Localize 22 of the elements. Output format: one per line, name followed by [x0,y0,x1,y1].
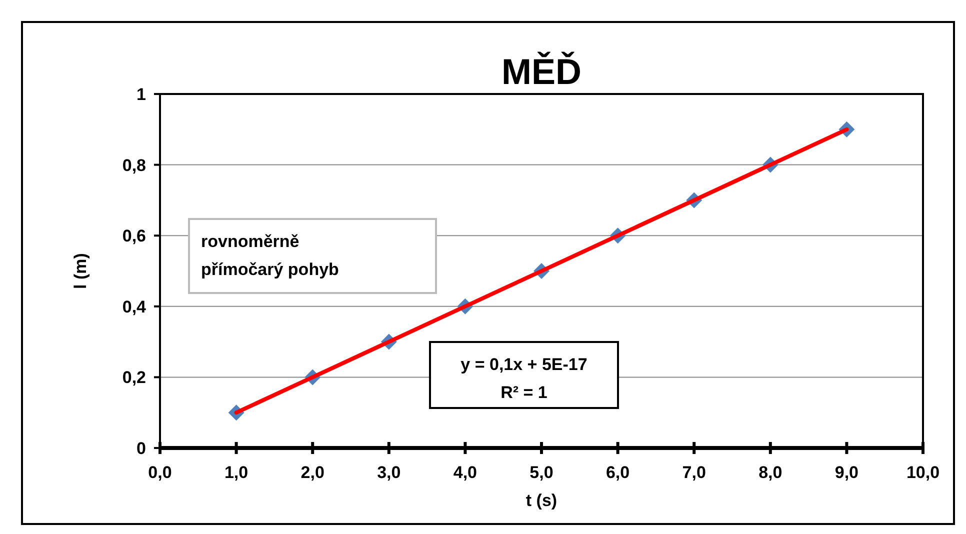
x-tick-label: 10,0 [906,463,940,482]
x-axis-title: t (s) [526,491,558,510]
y-tick-label: 0,2 [122,368,146,388]
x-tick-label: 5,0 [530,463,554,482]
y-axis-title: l (m) [71,253,90,289]
x-tick-label: 0,0 [148,463,172,482]
annotation: rovnoměrně přímočarý pohyb [201,232,339,279]
x-tick-label: 3,0 [377,463,401,482]
y-tick-label: 1 [136,85,146,104]
x-tick-label: 1,0 [224,463,248,482]
y-tick-label: 0 [136,439,146,458]
x-tick-label: 8,0 [758,463,782,482]
x-tick-label: 2,0 [300,463,324,482]
x-tick-label: 6,0 [606,463,630,482]
y-tick-label: 0,6 [122,226,146,246]
y-tick-label: 0,8 [122,156,146,175]
annotation: y = 0,1x + 5E-17 R² = 1 [460,355,588,402]
x-tick-label: 9,0 [834,463,859,482]
chart-title: MĚĎ [502,51,582,92]
y-tick-label: 0,4 [122,297,147,316]
x-tick-label: 4,0 [453,463,478,482]
x-tick-label: 7,0 [682,463,706,482]
